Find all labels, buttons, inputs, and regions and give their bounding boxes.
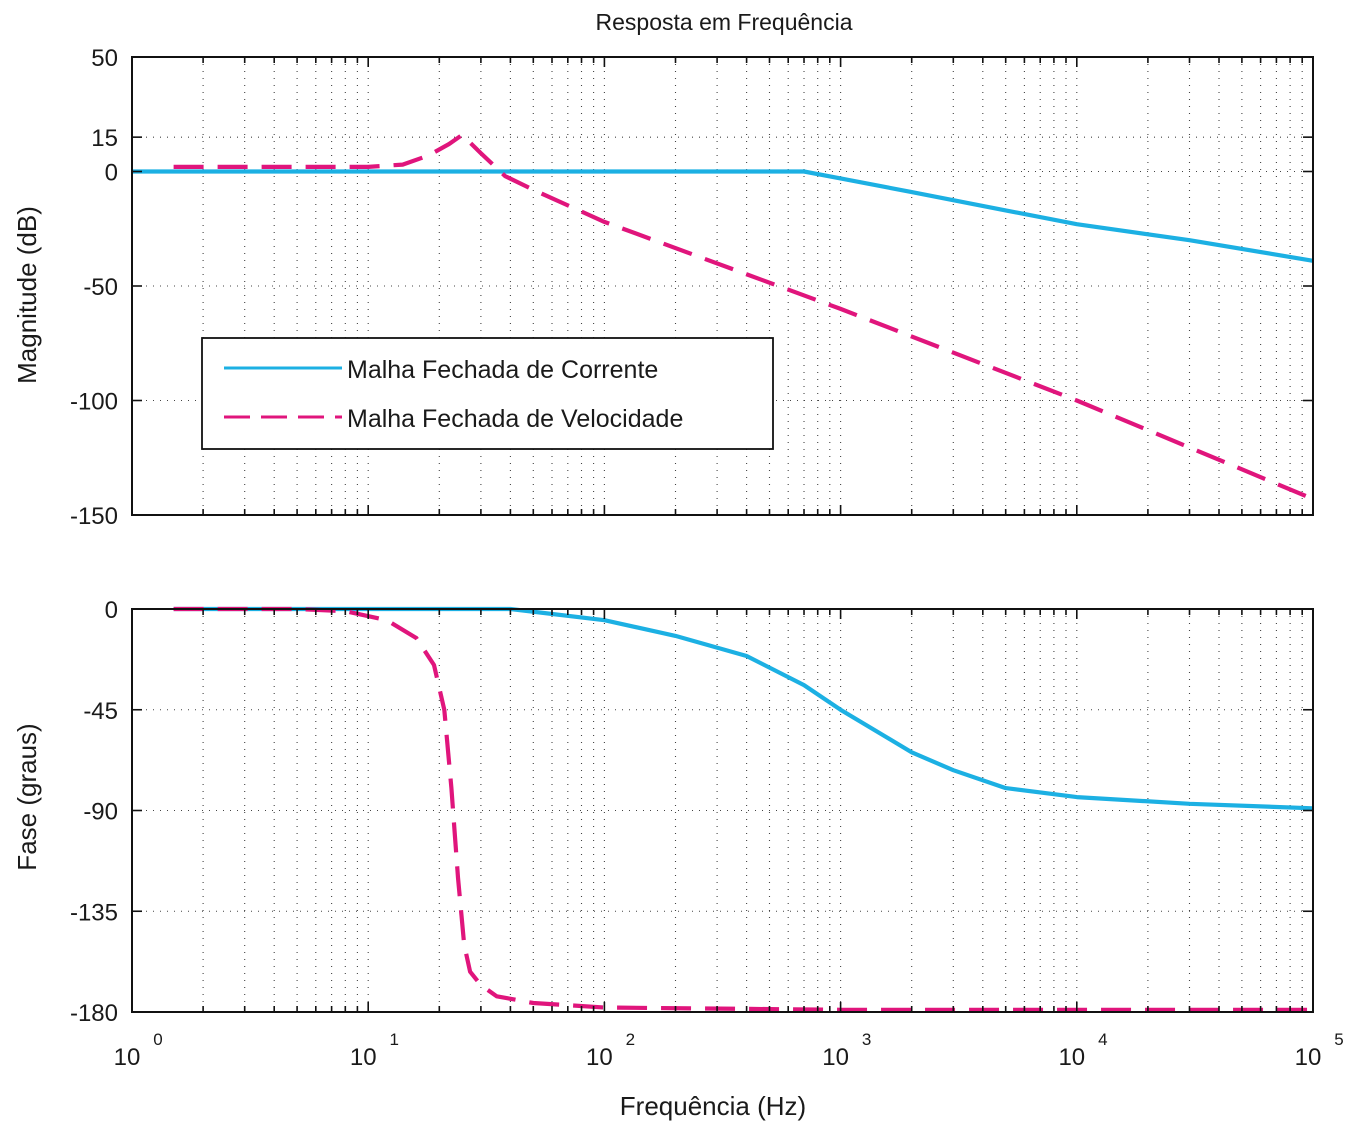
x-tick-label: 10: [114, 1044, 141, 1071]
magnitude-axes: 50 15 0 -50 -100 -150: [70, 45, 1314, 530]
phase-axes: 0 -45 -90 -135 -180 10 0 10 1 10 2 10 3 10 4 10 5: [70, 597, 1344, 1071]
magnitude-y-axis-label: Magnitude (dB): [12, 206, 42, 384]
x-tick-label-exponent: 1: [389, 1030, 398, 1049]
phase-y-axis-label: Fase (graus): [12, 723, 42, 870]
x-tick-label-exponent: 4: [1098, 1030, 1107, 1049]
x-tick-label: 10: [586, 1044, 613, 1071]
series-line-current: [132, 169, 1314, 263]
series-line-velocity: [173, 606, 1313, 1012]
legend-current-label: Malha Fechada de Corrente: [347, 356, 658, 384]
y-tick-label: -135: [70, 899, 118, 926]
y-tick-label: 0: [105, 160, 118, 187]
series-line-current: [173, 606, 1314, 811]
legend-velocity-label: Malha Fechada de Velocidade: [347, 405, 683, 433]
x-tick-label-exponent: 0: [153, 1030, 162, 1049]
series-line-velocity: [173, 132, 1314, 501]
y-tick-label: 50: [91, 45, 118, 72]
x-tick-label: 10: [822, 1044, 849, 1071]
x-axis-label: Frequência (Hz): [620, 1091, 806, 1121]
y-tick-label: -100: [70, 389, 118, 416]
legend-box: [201, 337, 774, 450]
y-tick-label: 15: [91, 125, 118, 152]
legend: Malha Fechada de Corrente Malha Fechada …: [201, 337, 774, 450]
chart-title: Resposta em Frequência: [596, 9, 853, 35]
x-tick-label-exponent: 5: [1334, 1030, 1343, 1049]
x-tick-label-exponent: 2: [626, 1030, 635, 1049]
y-tick-label: -180: [70, 1000, 118, 1027]
magnitude-axes-frame: [131, 56, 1314, 516]
phase-axes-frame: [131, 608, 1314, 1013]
x-tick-label: 10: [350, 1044, 377, 1071]
y-tick-label: -50: [83, 274, 118, 301]
y-tick-label: -150: [70, 503, 118, 530]
x-tick-label: 10: [1058, 1044, 1085, 1071]
x-tick-label: 10: [1295, 1044, 1322, 1071]
y-tick-label: -90: [83, 799, 118, 826]
x-tick-label-exponent: 3: [862, 1030, 871, 1049]
y-tick-label: -45: [83, 698, 118, 725]
y-tick-label: 0: [105, 597, 118, 624]
